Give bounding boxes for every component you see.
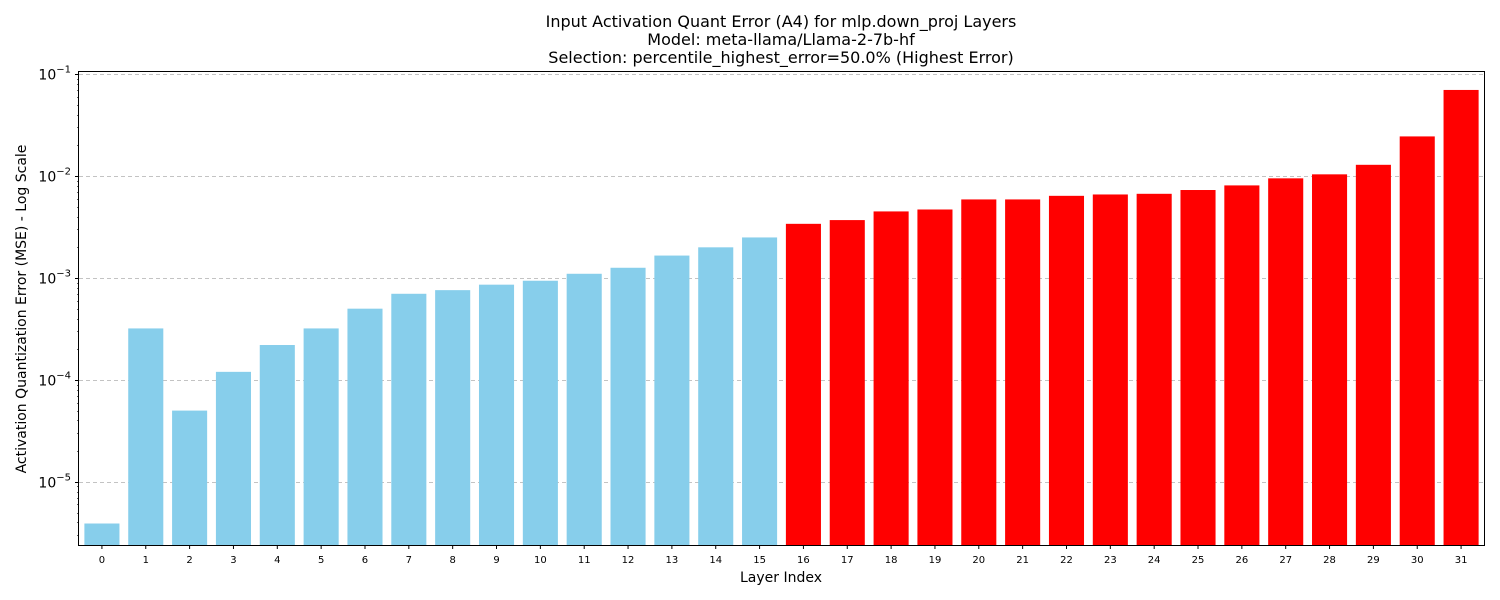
x-axis-label: Layer Index [740,570,822,586]
x-tick-label: 23 [1104,555,1117,566]
plot-frame [78,71,1485,546]
bar-layer-1 [128,328,164,545]
bar-layer-10 [522,280,558,545]
bar-layer-25 [1180,190,1216,545]
y-tick-label: 10−1 [38,65,71,84]
x-tick-label: 28 [1323,555,1336,566]
y-tick-label: 10−3 [38,269,71,288]
x-tick-label: 31 [1455,555,1468,566]
bar-layer-19 [917,209,953,545]
x-tick-label: 7 [406,555,412,566]
bar-layer-29 [1355,164,1391,545]
bar-layer-27 [1268,178,1304,545]
x-tick-label: 10 [534,555,547,566]
y-tick-label: 10−5 [38,473,71,492]
bar-layer-14 [698,247,734,545]
bar-layer-6 [347,308,383,545]
bar-layer-20 [961,199,997,546]
x-tick-label: 26 [1235,555,1248,566]
bar-layer-5 [303,328,339,545]
bar-layer-24 [1136,193,1172,545]
x-tick-label: 15 [753,555,766,566]
bar-layer-21 [1005,199,1041,546]
chart-title-line-2: Model: meta-llama/Llama-2-7b-hf [647,30,915,49]
x-tick-label: 21 [1016,555,1029,566]
bar-layer-16 [785,223,821,545]
x-tick-label: 6 [362,555,368,566]
x-tick-label: 25 [1192,555,1205,566]
x-tick-label: 27 [1279,555,1292,566]
bar-layer-2 [172,410,208,545]
x-tick-label: 1 [143,555,149,566]
x-tick-label: 16 [797,555,810,566]
x-tick-label: 24 [1148,555,1161,566]
bar-layer-31 [1443,89,1479,545]
x-tick-label: 17 [841,555,854,566]
bar-layer-18 [873,211,909,545]
y-tick-label: 10−4 [38,371,71,390]
bar-layer-7 [391,293,427,545]
chart-title-line-3: Selection: percentile_highest_error=50.0… [548,48,1013,68]
bar-layer-12 [610,267,646,545]
bar-layer-28 [1312,174,1348,545]
x-tick-label: 11 [578,555,591,566]
bar-layer-4 [259,345,295,545]
x-tick-label: 22 [1060,555,1073,566]
y-tick-label: 10−2 [38,167,71,186]
bar-layer-17 [829,220,865,546]
x-tick-label: 20 [972,555,985,566]
x-tick-label: 13 [666,555,679,566]
bar-layer-26 [1224,185,1260,545]
x-tick-label: 14 [709,555,722,566]
y-ticks: 10−5 10−4 10−3 10−2 10−1 [38,65,79,536]
bar-layer-30 [1399,136,1435,545]
bar-layer-11 [566,273,602,545]
x-tick-label: 18 [885,555,898,566]
bar-layer-13 [654,255,690,545]
bar-layer-22 [1048,195,1085,545]
x-tick-label: 0 [99,555,105,566]
x-tick-label: 19 [929,555,942,566]
x-tick-label: 30 [1411,555,1424,566]
bar-layer-15 [742,237,778,545]
bar-layer-3 [215,371,251,545]
x-ticks: 0 1 2 3 4 5 6 7 8 9 10 11 12 13 14 15 16 17 18 19 20 21 22 23 24… [99,545,1468,566]
bar-layer-0 [84,523,120,545]
x-tick-label: 3 [230,555,236,566]
x-tick-label: 8 [449,555,455,566]
bar-layer-9 [478,284,515,545]
bar-layer-8 [435,290,471,545]
x-tick-label: 9 [493,555,499,566]
bar-layer-23 [1092,194,1128,546]
x-tick-label: 12 [622,555,635,566]
x-tick-label: 29 [1367,555,1380,566]
x-tick-label: 2 [186,555,192,566]
x-tick-label: 5 [318,555,324,566]
x-tick-label: 4 [274,555,280,566]
bar-layer [84,89,1479,546]
chart-title-line-1: Input Activation Quant Error (A4) for ml… [546,12,1017,32]
y-axis-label: Activation Quantization Error (MSE) - Lo… [14,145,30,474]
